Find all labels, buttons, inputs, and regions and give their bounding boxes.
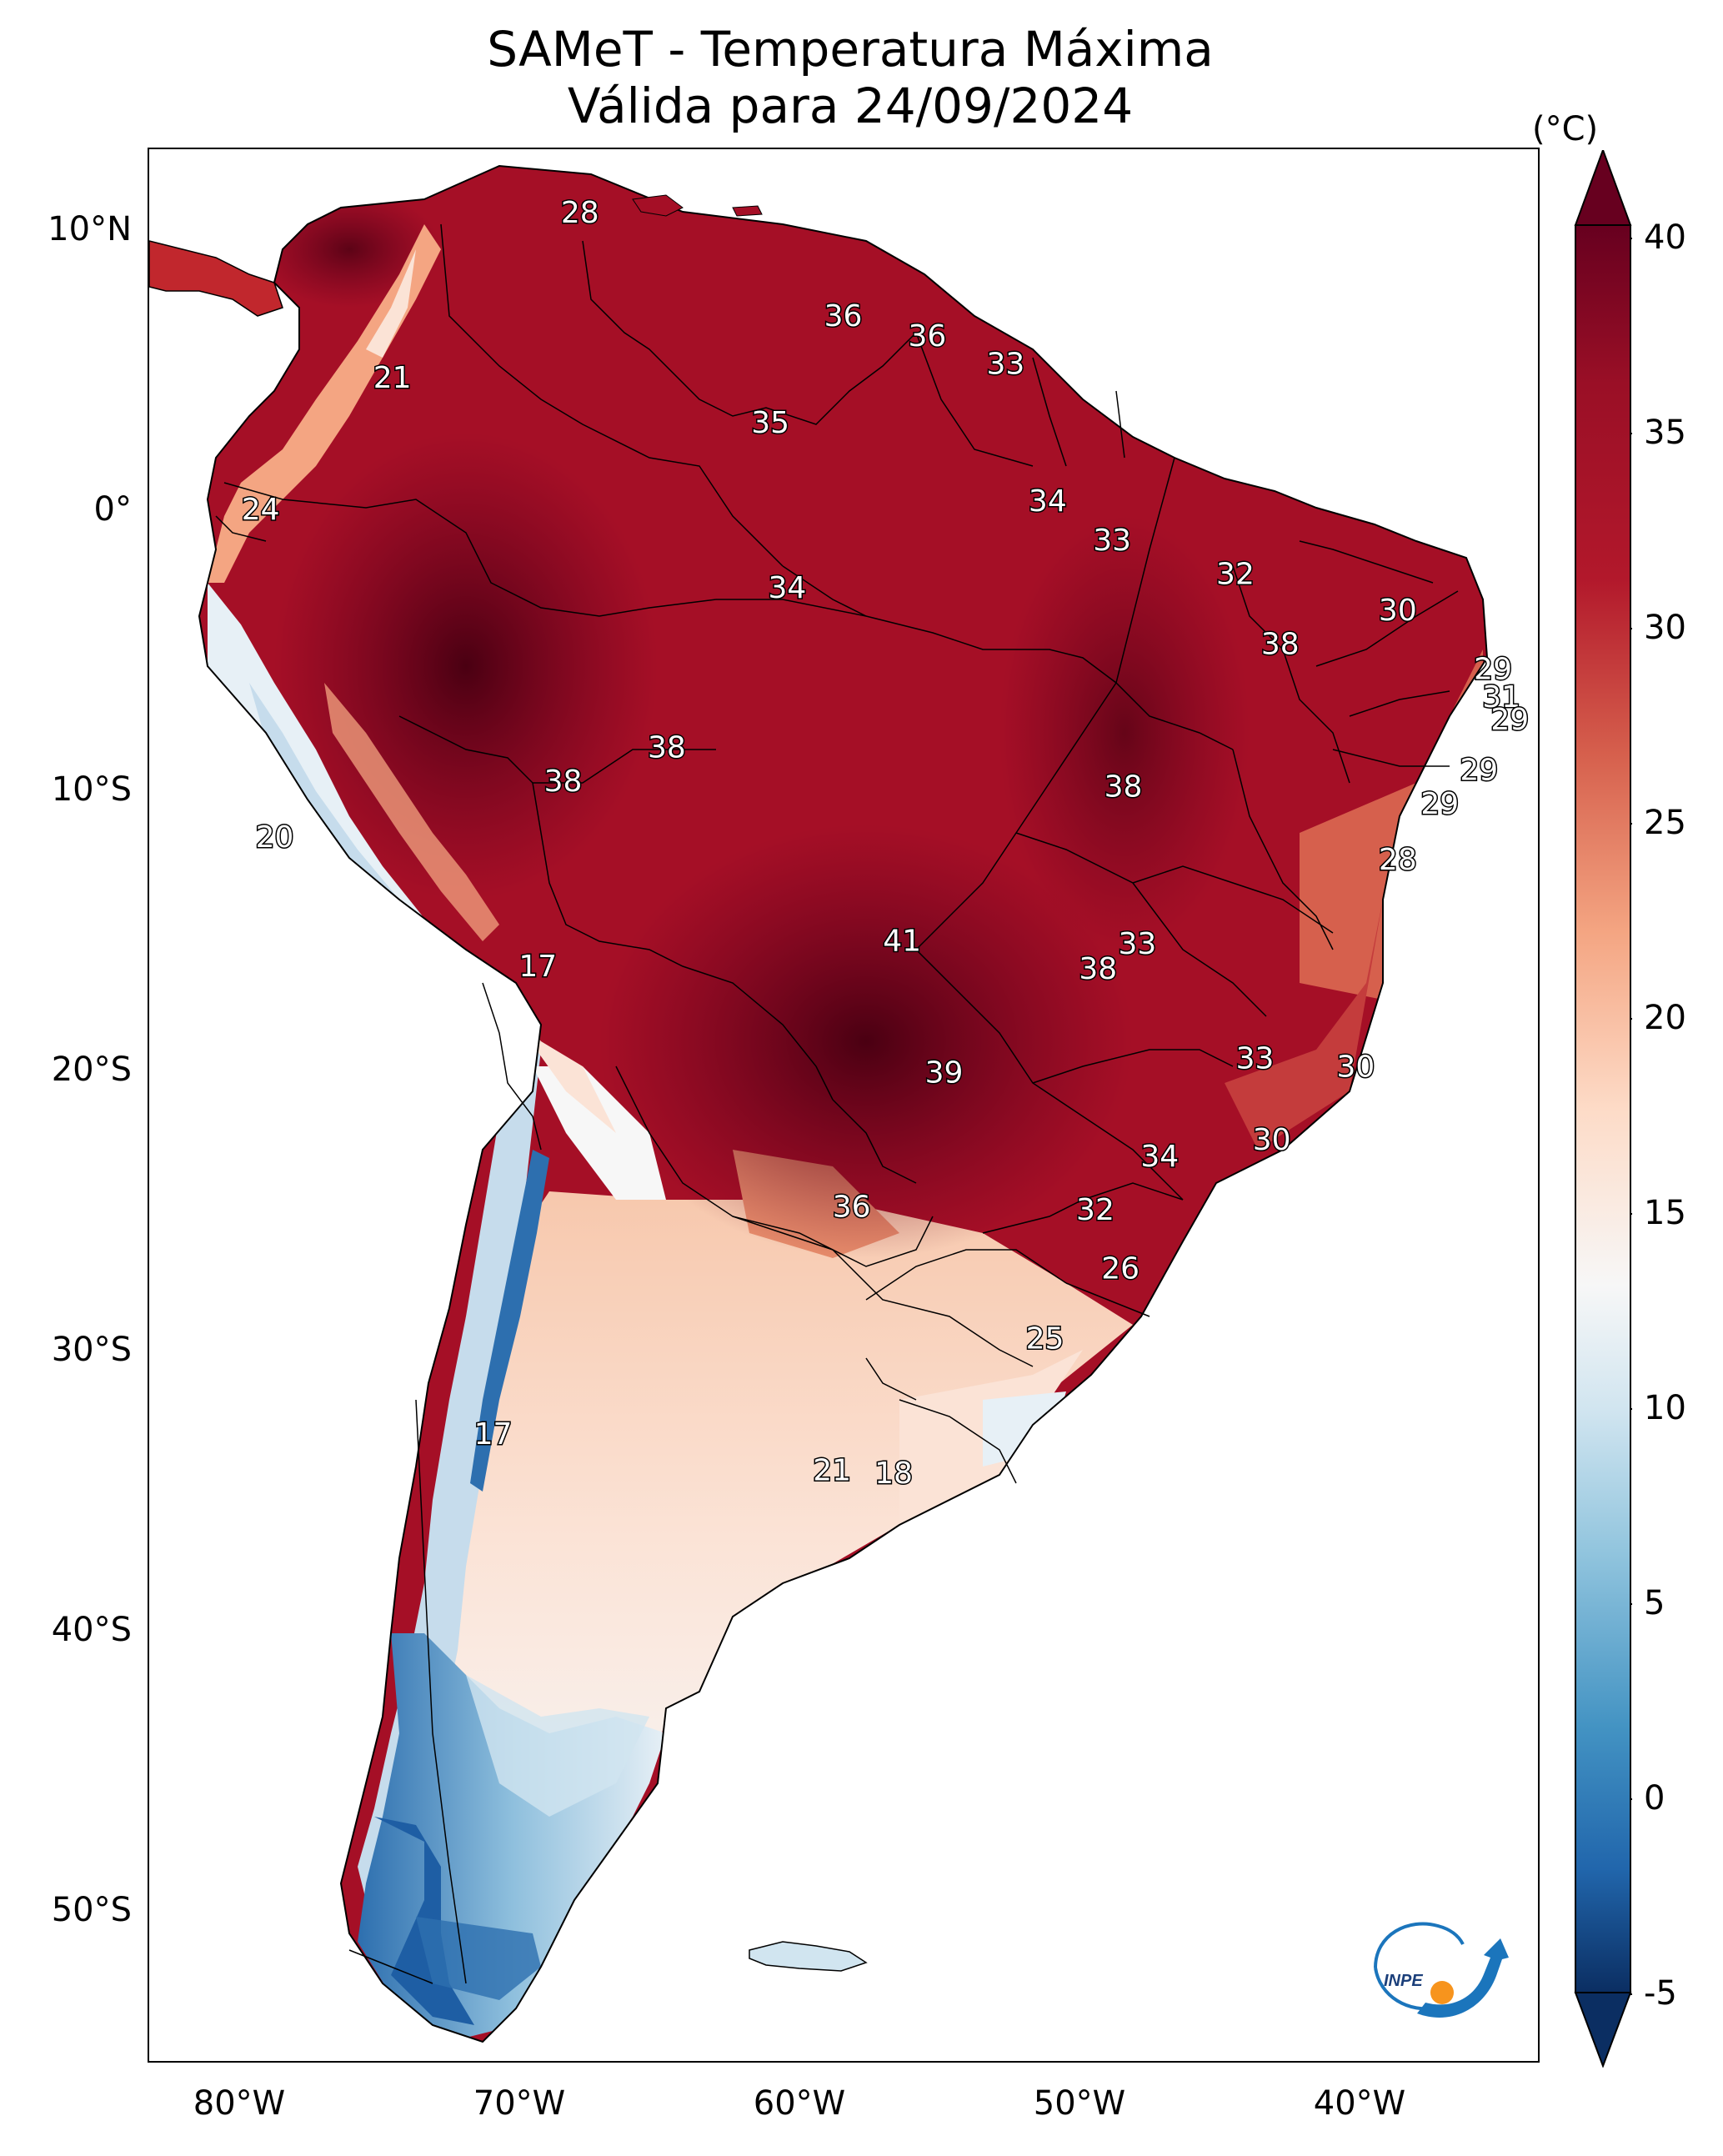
- temperature-label: 38: [544, 765, 583, 799]
- lat-label-10s: 10°S: [51, 770, 132, 809]
- temperature-label: 38: [1261, 627, 1300, 661]
- land-temperature-field: [199, 166, 1487, 2042]
- temperature-label: 32: [1216, 557, 1255, 591]
- temperature-label: 30: [1337, 1050, 1375, 1085]
- temperature-label: 21: [813, 1454, 851, 1488]
- colorbar-tick-minus5: -5: [1644, 1974, 1677, 2013]
- map-subtitle: Válida para 24/09/2024: [567, 78, 1134, 134]
- lon-label-40w: 40°W: [1313, 2084, 1406, 2123]
- lat-label-0: 0°: [93, 490, 132, 529]
- colorbar-unit: (°C): [1532, 110, 1599, 148]
- temperature-label: 39: [925, 1055, 964, 1090]
- temperature-label: 29: [1474, 653, 1512, 687]
- lon-label-60w: 60°W: [753, 2084, 846, 2123]
- temperature-label: 38: [1104, 770, 1143, 805]
- temperature-label: 28: [561, 196, 599, 230]
- temperature-label: 33: [1118, 927, 1156, 961]
- temperature-label: 38: [1079, 952, 1117, 986]
- country-borders: [215, 223, 1459, 1984]
- lat-label-10n: 10°N: [48, 210, 132, 248]
- central-america-land: [149, 240, 283, 317]
- temperature-label: 34: [1140, 1140, 1179, 1174]
- temperature-label: 30: [1379, 594, 1417, 628]
- temperature-label: 33: [1093, 524, 1131, 558]
- caribbean-islands: [632, 194, 684, 217]
- temperature-label: 29: [1490, 703, 1529, 737]
- inpe-logo-text: INPE: [1384, 1972, 1423, 1990]
- coastline: [198, 164, 1489, 2043]
- temperature-label: 17: [474, 1417, 513, 1452]
- temperature-label: 38: [648, 731, 686, 765]
- temperature-label: 18: [874, 1457, 913, 1491]
- temperature-label: 26: [1101, 1252, 1139, 1286]
- inpe-logo: INPE: [1374, 1922, 1509, 2018]
- map-panel[interactable]: 28 21 36 36 33 35 24 34 33 32 34 30 38 29 31 29 38 38 38 29…: [148, 148, 1540, 2063]
- temperature-label: 28: [1379, 843, 1417, 877]
- temperature-label: 25: [1026, 1322, 1064, 1356]
- lat-label-20s: 20°S: [51, 1050, 132, 1089]
- colorbar-tick-30: 30: [1644, 609, 1686, 647]
- temperature-label: 17: [518, 950, 557, 984]
- colorbar-tick-10: 10: [1644, 1389, 1686, 1427]
- temperature-label: 29: [1460, 754, 1498, 788]
- temperature-label: 35: [751, 406, 789, 440]
- lat-label-50s: 50°S: [51, 1891, 132, 1929]
- lat-label-30s: 30°S: [51, 1331, 132, 1369]
- colorbar-tick-20: 20: [1644, 999, 1686, 1037]
- colorbar-tick-25: 25: [1644, 804, 1686, 842]
- lon-label-50w: 50°W: [1033, 2084, 1126, 2123]
- temperature-label: 33: [987, 347, 1025, 381]
- colorbar-tick-5: 5: [1644, 1584, 1665, 1622]
- temperature-label: 36: [908, 319, 946, 353]
- temperature-label: 33: [1236, 1042, 1275, 1076]
- colorbar: [1574, 150, 1632, 2068]
- temperature-label: 36: [833, 1191, 871, 1225]
- lat-label-40s: 40°S: [51, 1611, 132, 1649]
- temperature-label: 32: [1076, 1193, 1114, 1227]
- lon-label-70w: 70°W: [473, 2084, 566, 2123]
- temperature-label: 41: [883, 925, 921, 959]
- temperature-label: 24: [242, 493, 280, 527]
- temperature-label: 34: [1029, 484, 1067, 519]
- temperature-label: 36: [824, 299, 863, 333]
- colorbar-tick-15: 15: [1644, 1194, 1686, 1232]
- temperature-label: 34: [768, 571, 806, 605]
- temperature-label: 30: [1253, 1123, 1291, 1157]
- colorbar-tick-0: 0: [1644, 1779, 1665, 1818]
- colorbar-tick-40: 40: [1644, 218, 1686, 257]
- lon-label-80w: 80°W: [193, 2084, 286, 2123]
- colorbar-tick-35: 35: [1644, 414, 1686, 452]
- temperature-label: 31: [1482, 680, 1520, 714]
- temperature-label: 21: [373, 361, 412, 395]
- falkland-islands: [749, 1941, 868, 1972]
- map-title: SAMeT - Temperatura Máxima: [487, 21, 1214, 78]
- temperature-label: 29: [1420, 787, 1459, 821]
- temperature-label: 20: [256, 820, 294, 855]
